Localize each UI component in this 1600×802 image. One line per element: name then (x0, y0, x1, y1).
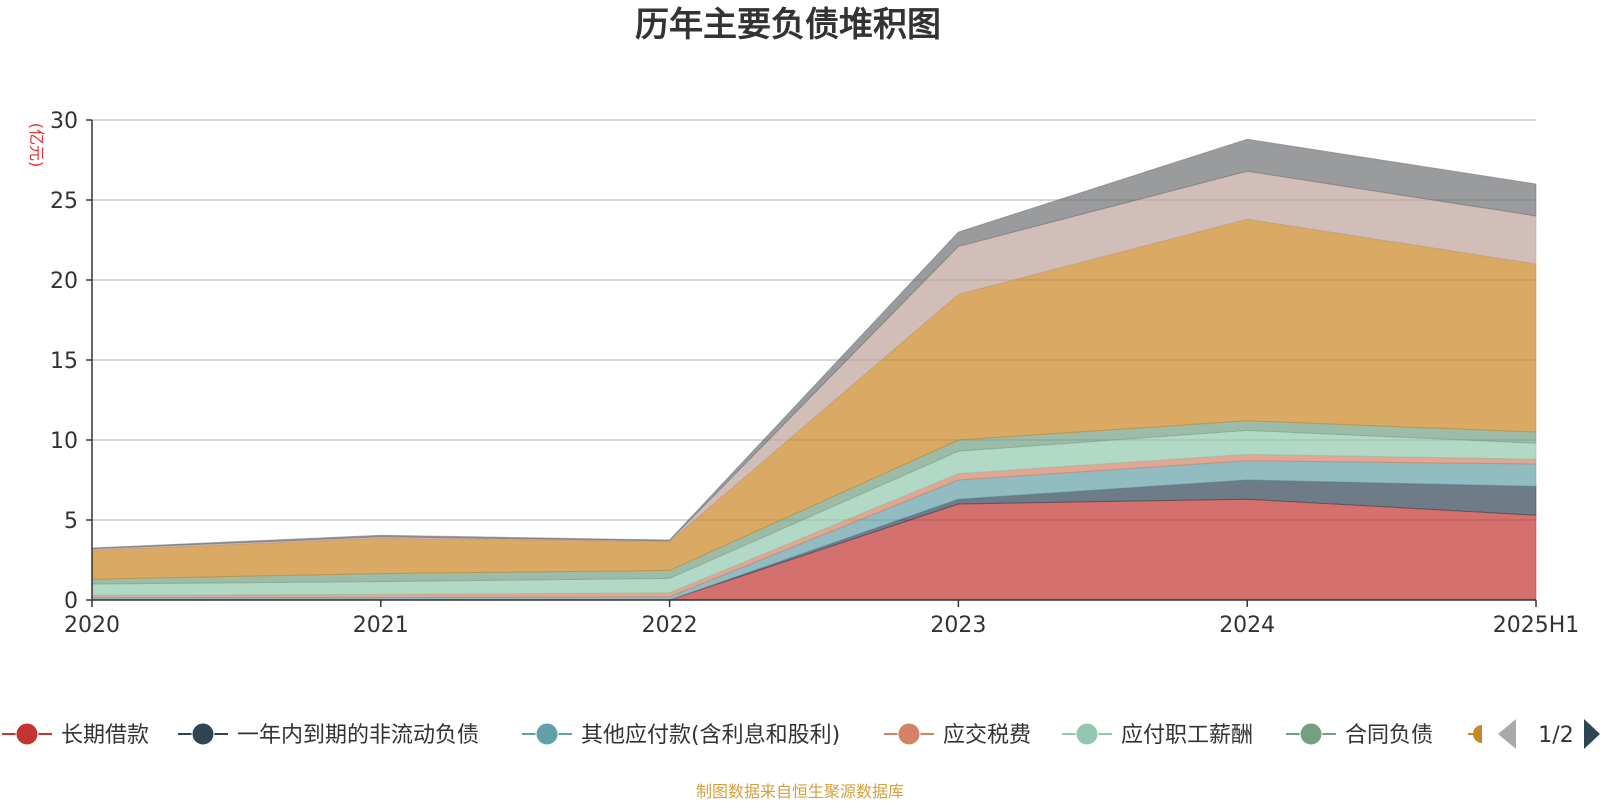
legend-clipped-marker-icon (1473, 725, 1482, 743)
area-series-短期借款[interactable] (91, 138, 1537, 550)
legend-marker-icon (15, 722, 39, 746)
y-tick-label: 0 (64, 589, 78, 614)
x-tick-label: 2025H1 (1493, 613, 1580, 638)
legend-label: 长期借款 (61, 723, 149, 748)
y-tick-label: 25 (50, 189, 78, 214)
y-tick-label: 15 (50, 349, 78, 374)
legend-label: 应付职工薪酬 (1121, 723, 1253, 748)
x-tick-label: 2023 (930, 613, 986, 638)
chart-title: 历年主要负债堆积图 (635, 5, 941, 45)
source-note: 制图数据来自恒生聚源数据库 (695, 782, 904, 801)
y-tick-label: 10 (50, 429, 78, 454)
legend-item[interactable]: 应付职工薪酬 (1062, 722, 1253, 748)
y-tick-label: 20 (50, 269, 78, 294)
axes: 0 5 10 15 20 25 30 2020 2021 2022 2023 2024 2025H1 (50, 109, 1579, 638)
x-tick-label: 2024 (1219, 613, 1275, 638)
y-axis-unit-label: (亿元) (27, 123, 46, 168)
legend-item[interactable]: 长期借款 (2, 722, 149, 748)
y-tick-label: 5 (64, 509, 78, 534)
x-tick-label: 2020 (64, 613, 120, 638)
legend-next-page-icon[interactable] (1584, 719, 1600, 749)
legend-page-indicator: 1/2 (1538, 723, 1573, 748)
legend-item[interactable]: 一年内到期的非流动负债 (178, 722, 479, 748)
x-tick-label: 2022 (642, 613, 698, 638)
legend-marker-icon (897, 722, 921, 746)
legend-marker-icon (535, 722, 559, 746)
legend-marker-icon (191, 722, 215, 746)
legend-item[interactable]: 合同负债 (1286, 722, 1433, 748)
legend-marker-icon (1075, 722, 1099, 746)
area-series (91, 138, 1537, 601)
legend-label: 合同负债 (1345, 723, 1433, 748)
legend-item[interactable]: 应交税费 (884, 722, 1031, 748)
legend-marker-icon (1299, 722, 1323, 746)
legend-label: 一年内到期的非流动负债 (237, 723, 479, 748)
legend-label: 应交税费 (943, 723, 1031, 748)
y-tick-label: 30 (50, 109, 78, 134)
legend-item[interactable]: 其他应付款(含利息和股利) (522, 722, 840, 748)
legend-prev-page-icon[interactable] (1498, 719, 1516, 749)
legend-label: 其他应付款(含利息和股利) (581, 723, 840, 748)
legend: 长期借款 一年内到期的非流动负债 其他应付款(含利息和股利) 应交税费 应付职工薪酬 合同… (2, 719, 1600, 749)
x-tick-label: 2021 (353, 613, 409, 638)
